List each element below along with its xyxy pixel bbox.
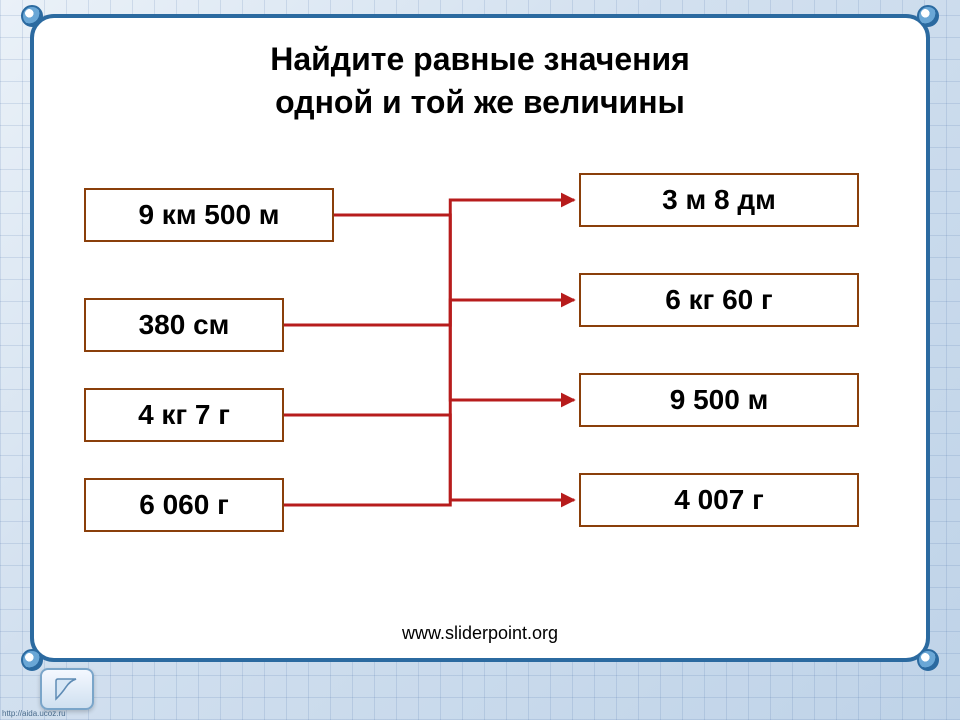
nav-back-button[interactable] bbox=[40, 668, 94, 710]
matching-diagram: 9 км 500 м 380 см 4 кг 7 г 6 060 г 3 м 8 дм 6… bbox=[34, 163, 926, 603]
right-value-box: 4 007 г bbox=[579, 473, 859, 527]
slide-title: Найдите равные значения одной и той же в… bbox=[34, 38, 926, 124]
left-value-box: 4 кг 7 г bbox=[84, 388, 284, 442]
right-value-box: 3 м 8 дм bbox=[579, 173, 859, 227]
left-value-box: 9 км 500 м bbox=[84, 188, 334, 242]
slide-frame: Найдите равные значения одной и той же в… bbox=[30, 14, 930, 662]
title-line-1: Найдите равные значения bbox=[34, 38, 926, 81]
footer-url: www.sliderpoint.org bbox=[34, 623, 926, 644]
credit-url: http://aida.ucoz.ru bbox=[2, 709, 66, 718]
connection-line bbox=[282, 300, 574, 505]
left-value-box: 380 см bbox=[84, 298, 284, 352]
corner-decoration bbox=[21, 5, 43, 27]
corner-decoration bbox=[21, 649, 43, 671]
corner-decoration bbox=[917, 5, 939, 27]
connection-line bbox=[282, 415, 574, 500]
connection-line bbox=[331, 215, 574, 400]
corner-decoration bbox=[917, 649, 939, 671]
left-value-box: 6 060 г bbox=[84, 478, 284, 532]
title-line-2: одной и той же величины bbox=[34, 81, 926, 124]
right-value-box: 6 кг 60 г bbox=[579, 273, 859, 327]
page-curl-icon bbox=[52, 675, 82, 703]
right-value-box: 9 500 м bbox=[579, 373, 859, 427]
